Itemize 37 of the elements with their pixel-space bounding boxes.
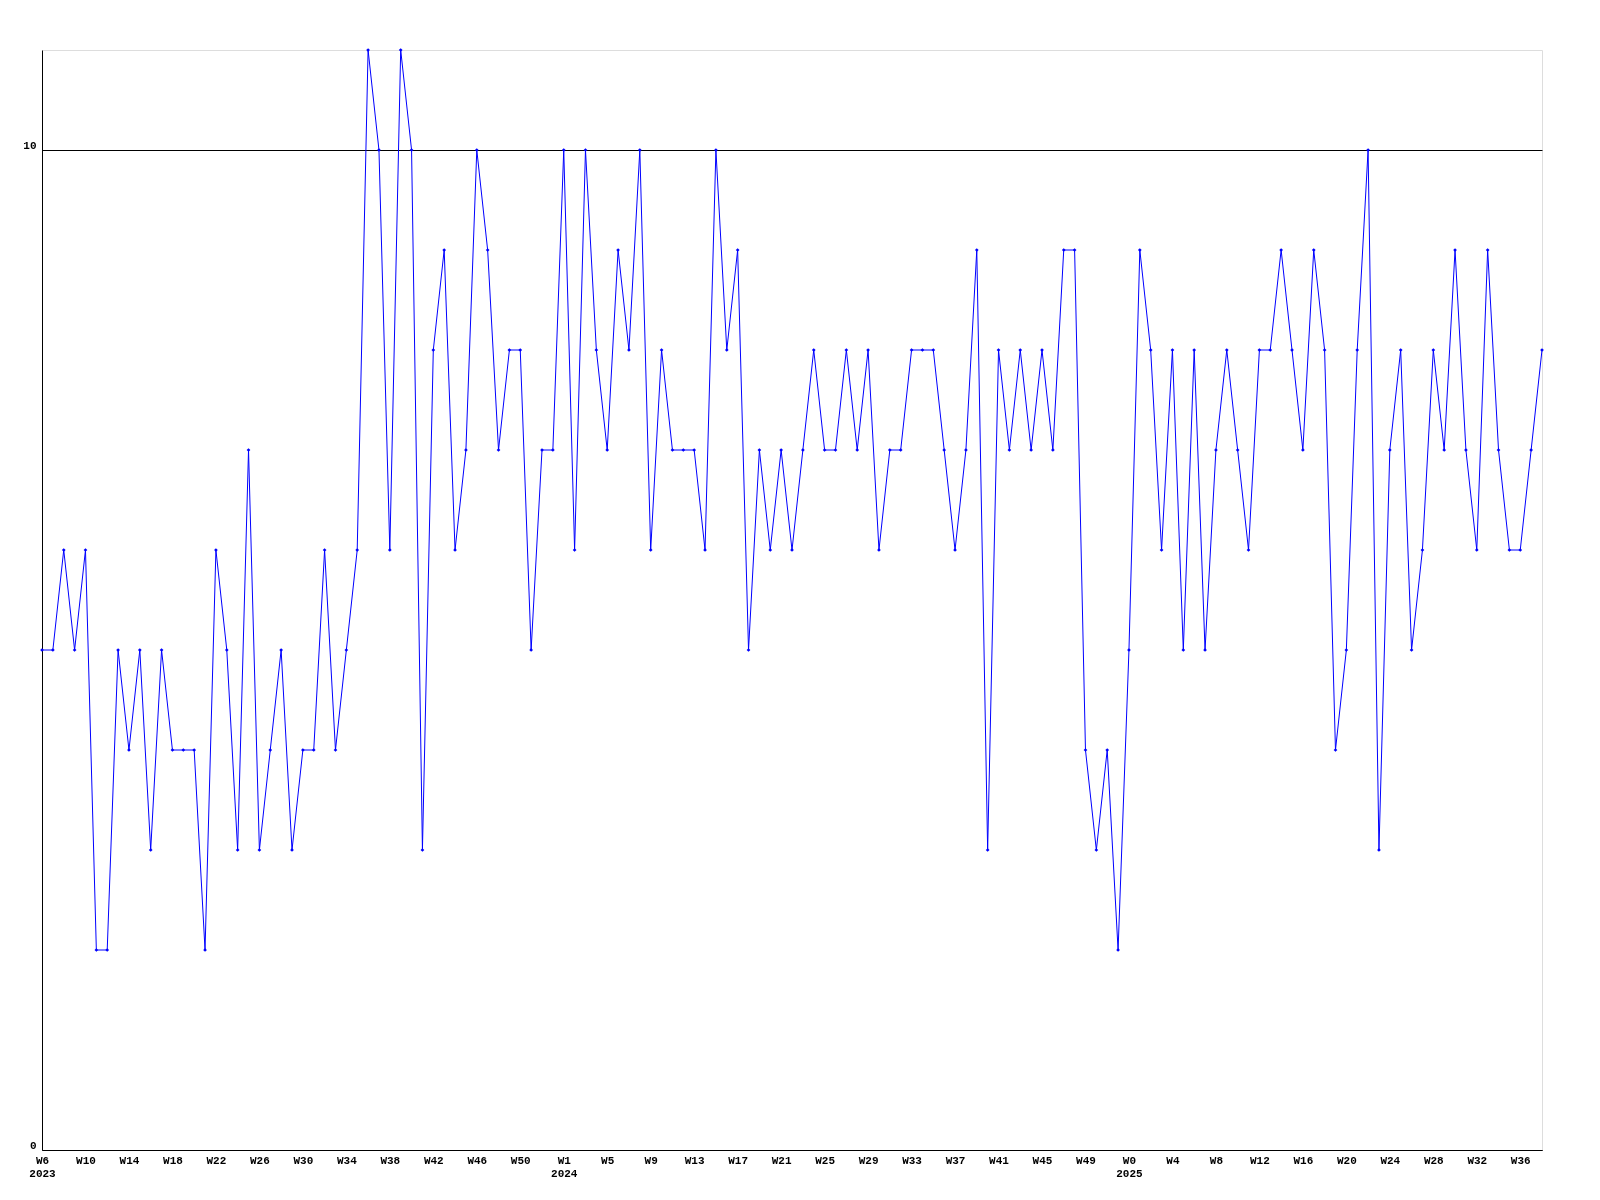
x-tick-label: W29: [858, 1154, 879, 1167]
x-tick-label: W49: [1076, 1154, 1096, 1167]
x-tick-label: W12: [1249, 1154, 1270, 1167]
x-tick-label: W22: [206, 1154, 227, 1167]
x-tick-label: W14: [119, 1154, 140, 1167]
x-tick-label: W21: [771, 1154, 792, 1167]
x-tick-label: W4: [1166, 1154, 1180, 1167]
x-tick-label: W45: [1032, 1154, 1053, 1167]
x-tick-label: W50: [510, 1154, 531, 1167]
x-tick-label: W42: [423, 1154, 444, 1167]
x-tick-label: W13: [684, 1154, 705, 1167]
x-tick-label: W41: [989, 1154, 1010, 1167]
x-tick-label: W34: [336, 1154, 358, 1167]
x-tick-label: W9: [644, 1154, 658, 1167]
x-tick-label: W24: [1380, 1154, 1401, 1167]
x-tick-label: W30: [293, 1154, 314, 1167]
x-tick-label: W37: [945, 1154, 966, 1167]
x-tick-label: W26: [249, 1154, 270, 1167]
x-tick-label: W32: [1467, 1154, 1488, 1167]
x-tick-label: W0 2025: [1116, 1154, 1144, 1180]
x-tick-label: W1 2024: [551, 1154, 578, 1180]
x-tick-label: W10: [76, 1154, 96, 1167]
x-tick-label: W16: [1293, 1154, 1314, 1167]
y-tick-label: 0: [29, 1139, 37, 1152]
y-tick-label: 10: [23, 139, 37, 152]
x-tick-label: W46: [467, 1154, 488, 1167]
x-tick-label: W38: [380, 1154, 401, 1167]
x-tick-label: W28: [1423, 1154, 1445, 1167]
x-tick-label: W36: [1510, 1154, 1531, 1167]
x-tick-label: W25: [815, 1154, 836, 1167]
x-tick-label: W20: [1336, 1154, 1357, 1167]
x-tick-label: W8: [1209, 1154, 1224, 1167]
x-tick-label: W33: [902, 1154, 923, 1167]
x-tick-label: W6 2023: [29, 1154, 57, 1180]
x-tick-label: W18: [163, 1154, 184, 1167]
x-tick-label: W17: [728, 1154, 749, 1167]
x-tick-label: W5: [601, 1154, 615, 1167]
